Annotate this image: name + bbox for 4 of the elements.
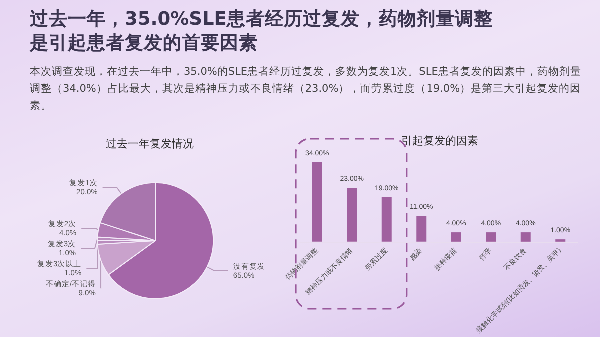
chart-title: 过去一年，35.0%SLE患者经历过复发，药物剂量调整是引起患者复发的首要因素 bbox=[30, 8, 494, 56]
text: 本次调查发现，在过去一年中，35.0%的SLE患者经历过复发，多数为复发1次。SLE患者复发的因素中，药物剂量调整（34.0%）占比最大，其次是精神压力或不良情绪（23.0%），而劳累过度（19.0%）是第三大引起复发的因素。 bbox=[30, 65, 582, 114]
text: 过去一年复发情况 bbox=[106, 138, 194, 150]
chart-title: 引起复发的因素 bbox=[402, 134, 478, 148]
